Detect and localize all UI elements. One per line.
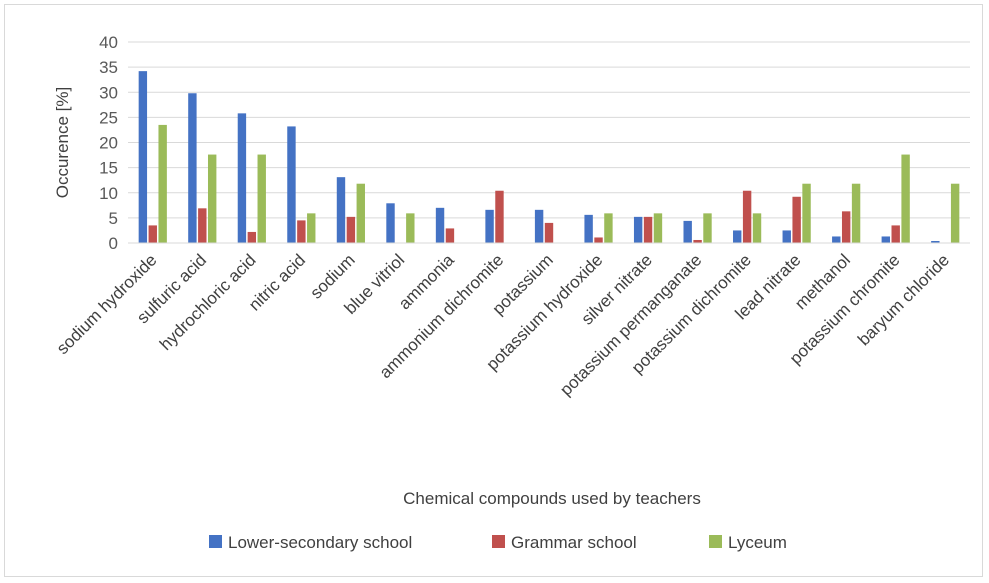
legend-swatch	[709, 535, 722, 548]
bar	[742, 190, 752, 243]
bar	[148, 225, 157, 243]
legend-swatch	[209, 535, 222, 548]
x-tick-label: baryum chloride	[854, 250, 953, 349]
bar	[950, 183, 960, 243]
bar	[841, 211, 851, 243]
bar	[346, 216, 356, 243]
bar	[247, 231, 257, 243]
bar	[406, 213, 415, 243]
bar	[356, 183, 365, 243]
bar	[693, 239, 702, 243]
y-axis-ticks: 0 5 10 15 20 25 30 35 40	[99, 33, 118, 253]
legend-label: Lower-secondary school	[228, 533, 412, 552]
bar	[257, 154, 266, 243]
y-tick-label: 10	[99, 184, 118, 203]
bar	[703, 213, 712, 243]
bar	[445, 228, 455, 243]
bar	[931, 240, 940, 243]
bar	[752, 213, 762, 243]
y-tick-label: 0	[109, 234, 118, 253]
bar	[633, 216, 643, 243]
bar	[584, 214, 593, 243]
legend-label: Grammar school	[511, 533, 637, 552]
bar	[495, 190, 504, 243]
y-axis-title: Occurence [%]	[53, 87, 72, 199]
bar	[881, 236, 891, 243]
bar	[386, 203, 395, 243]
bar	[188, 93, 197, 243]
bar	[138, 71, 148, 244]
bar	[435, 207, 445, 243]
x-axis-title: Chemical compounds used by teachers	[403, 489, 701, 508]
bar	[594, 237, 603, 243]
legend-label: Lyceum	[728, 533, 787, 552]
y-tick-label: 15	[99, 159, 118, 178]
y-tick-label: 5	[109, 209, 118, 228]
chart-frame	[4, 4, 983, 577]
bar	[544, 222, 554, 243]
bar	[198, 208, 207, 243]
bar	[643, 216, 653, 243]
bar	[832, 236, 841, 243]
bar	[207, 154, 217, 243]
y-tick-label: 35	[99, 58, 118, 77]
bar	[534, 209, 544, 243]
gridlines	[128, 41, 970, 219]
legend-swatch	[492, 535, 505, 548]
bar	[307, 213, 316, 243]
bar	[287, 126, 296, 243]
y-tick-label: 20	[99, 134, 118, 153]
bar	[604, 213, 613, 243]
bar	[683, 220, 692, 243]
bar	[802, 183, 811, 243]
bars	[138, 71, 960, 244]
bar	[901, 154, 910, 243]
y-tick-label: 25	[99, 108, 118, 127]
bar	[158, 124, 167, 243]
y-tick-label: 30	[99, 83, 118, 102]
bar	[336, 177, 346, 243]
bar	[297, 220, 306, 243]
bar	[653, 213, 663, 243]
bar	[782, 230, 791, 243]
bar	[485, 209, 494, 243]
y-tick-label: 40	[99, 33, 118, 52]
legend: Lower-secondary school Grammar school Lyce…	[209, 533, 787, 552]
bar	[851, 183, 861, 243]
bar	[237, 113, 247, 243]
bar	[891, 225, 900, 243]
bar	[733, 230, 742, 243]
bar	[792, 196, 801, 243]
